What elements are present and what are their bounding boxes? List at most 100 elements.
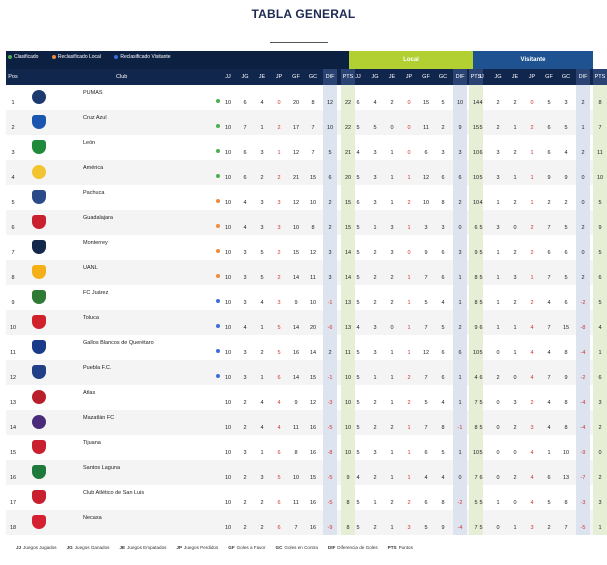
stat-cell-je: 2 [513,200,517,206]
stat-cell-gc: 7 [311,125,315,131]
table-row[interactable]: 5 Pachuca 10 4 3 3 12 10 2 15 6 3 1 2 10 8 2 10 4 1 2 1 2 2 0 5 [6,185,607,210]
stat-cell-gc: 20 [309,325,317,331]
team-name[interactable]: PUMAS [83,90,103,96]
stat-cell-je: 5 [260,275,264,281]
stat-cell-jj: 10 [224,325,232,331]
column-header-dif[interactable]: DIF [323,69,337,85]
stat-cell-gf: 7 [424,275,428,281]
team-name[interactable]: Club Atlético de San Luis [83,490,145,496]
column-header-jj[interactable]: JJ [478,74,484,80]
stat-cell-pts: 15 [341,185,355,210]
stat-cell-jg: 3 [373,450,377,456]
stat-cell-gc: 4 [441,300,445,306]
team-name[interactable]: FC Juárez [83,290,109,296]
table-row[interactable]: 4 América 10 6 2 2 21 15 6 20 5 3 1 1 12 6 6 10 5 3 1 1 9 9 0 10 [6,160,607,185]
column-header-jj[interactable]: JJ [225,74,231,80]
stat-cell-gc: 7 [311,150,315,156]
stat-cell-jg: 2 [373,300,377,306]
team-name[interactable]: UANL [83,265,98,271]
team-name[interactable]: Monterrey [83,240,108,246]
stat-cell-jp: 2 [277,250,281,256]
team-name[interactable]: Necaxa [83,515,102,521]
table-row[interactable]: 12 Puebla F.C. 10 3 1 6 14 15 -1 10 5 1 1 2 7 6 1 4 6 2 0 4 7 9… [6,360,607,385]
table-row[interactable]: 6 Guadalajara 10 4 3 3 10 8 2 15 5 1 3 1 3 3 0 6 5 3 0 2 7 5 2 9 [6,210,607,235]
team-name[interactable]: Cruz Azul [83,115,107,121]
blue-status-dot-icon [216,349,220,353]
stat-cell-jp: 6 [277,450,281,456]
column-header-je[interactable]: JE [511,74,519,80]
column-header-gc[interactable]: GC [308,74,318,80]
stat-cell-jj: 5 [356,250,360,256]
stat-cell-gf: 8 [294,450,298,456]
stat-cell-dif: -2 [576,285,590,310]
stat-cell-je: 1 [260,125,264,131]
column-header-jg[interactable]: JG [371,74,379,80]
row-position: 12 [9,375,17,381]
stat-cell-jp: 3 [530,425,534,431]
stat-cell-dif: 6 [453,160,467,185]
column-header-gf[interactable]: GF [422,74,430,80]
column-header-gf[interactable]: GF [292,74,300,80]
team-name[interactable]: Gallos Blancos de Querétaro [83,340,154,346]
column-header-jp[interactable]: JP [528,74,536,80]
team-name[interactable]: Tijuana [83,440,101,446]
column-header-pts[interactable]: PTS [593,69,607,85]
table-row[interactable]: 3 León 10 6 3 1 12 7 5 21 4 3 1 0 6 3 3 10 6 3 2 1 6 4 2 11 [6,135,607,160]
stat-cell-pts: 3 [593,385,607,410]
stat-cell-jp: 3 [530,525,534,531]
stat-cell-jj: 5 [356,375,360,381]
column-header-pts[interactable]: PTS [469,69,483,85]
team-name[interactable]: Mazatlán FC [83,415,115,421]
team-name[interactable]: Atlas [83,390,96,396]
stat-cell-gf: 6 [424,450,428,456]
stat-cell-je: 1 [390,475,394,481]
table-row[interactable]: 14 Mazatlán FC 10 2 4 4 11 16 -5 10 5 2 2 1 7 8 -1 8 5 0 2 3 4… [6,410,607,435]
table-row[interactable]: 10 Toluca 10 4 1 5 14 20 -6 13 4 3 0 1 7 5 2 9 6 1 1 4 7 15 -8 4 [6,310,607,335]
column-header-gf[interactable]: GF [545,74,553,80]
column-header-je[interactable]: JE [388,74,396,80]
table-row[interactable]: 16 Santos Laguna 10 2 3 5 10 15 -5 9 4 2 1 1 4 4 0 7 6 0 2 4 6… [6,460,607,485]
column-header-jp[interactable]: JP [405,74,413,80]
column-header-pts[interactable]: PTS [341,69,355,85]
column-header-jj[interactable]: JJ [355,74,361,80]
column-header-gc[interactable]: GC [561,74,571,80]
table-row[interactable]: 13 Atlas 10 2 4 4 9 12 -3 10 5 2 1 2 5 4 1 7 5 0 3 2 4 8 -4 3 [6,385,607,410]
glossary-text: Puntos [398,545,413,550]
column-header-jp[interactable]: JP [275,74,283,80]
team-name[interactable]: Guadalajara [83,215,113,221]
stat-cell-jj: 5 [356,175,360,181]
stat-cell-jg: 1 [496,200,500,206]
table-row[interactable]: 7 Monterrey 10 3 5 2 15 12 3 14 5 2 3 0 9 6 3 9 5 1 2 2 6 6 0 5 [6,235,607,260]
team-name[interactable]: Toluca [83,315,99,321]
table-row[interactable]: 8 UANL 10 3 5 2 14 11 3 14 5 2 2 1 7 6 1 8 5 1 3 1 7 5 2 6 [6,260,607,285]
column-header-club[interactable]: Club [116,74,128,80]
team-name[interactable]: América [83,165,104,171]
stat-cell-dif: 9 [453,110,467,135]
team-name[interactable]: León [83,140,96,146]
column-header-dif[interactable]: DIF [453,69,467,85]
stat-cell-je: 2 [513,100,517,106]
team-name[interactable]: Puebla F.C. [83,365,112,371]
stat-cell-jp: 2 [530,225,534,231]
stat-cell-dif: 12 [323,85,337,110]
table-row[interactable]: 11 Gallos Blancos de Querétaro 10 3 2 5 16 14 2 1… [6,335,607,360]
table-row[interactable]: 18 Necaxa 10 2 2 6 7 16 -9 8 5 2 1 3 5 9 -4 7 5 0 1 3 2 7 -5 1 [6,510,607,535]
column-header-pos[interactable]: Pos [8,74,18,80]
table-row[interactable]: 1 PUMAS 10 6 4 0 20 8 12 22 6 4 2 0 15 5 10 14 4 2 2 0 5 3 2 8 [6,85,607,110]
team-name[interactable]: Pachuca [83,190,105,196]
stat-cell-jp: 3 [277,225,281,231]
table-row[interactable]: 15 Tijuana 10 3 1 6 8 16 -8 10 5 3 1 1 6 5 1 10 5 0 0 4 1 10 -9 0 [6,435,607,460]
column-header-gc[interactable]: GC [438,74,448,80]
stat-cell-gc: 8 [311,225,315,231]
table-row[interactable]: 9 FC Juárez 10 3 4 3 9 10 -1 13 5 2 2 1 5 4 1 8 5 1 2 2 4 6 -2 5 [6,285,607,310]
column-header-je[interactable]: JE [258,74,266,80]
team-name[interactable]: Santos Laguna [83,465,121,471]
stat-cell-je: 3 [390,250,394,256]
column-header-dif[interactable]: DIF [576,69,590,85]
table-row[interactable]: 2 Cruz Azul 10 7 1 2 17 7 10 22 5 5 0 0 11 2 9 15 5 2 1 2 6 5 1 7 [6,110,607,135]
column-header-jg[interactable]: JG [241,74,249,80]
stat-cell-dif: -4 [576,410,590,435]
table-row[interactable]: 17 Club Atlético de San Luis 10 2 2 6 11 16 -5 8 5… [6,485,607,510]
column-header-jg[interactable]: JG [494,74,502,80]
stat-cell-je: 4 [260,400,264,406]
